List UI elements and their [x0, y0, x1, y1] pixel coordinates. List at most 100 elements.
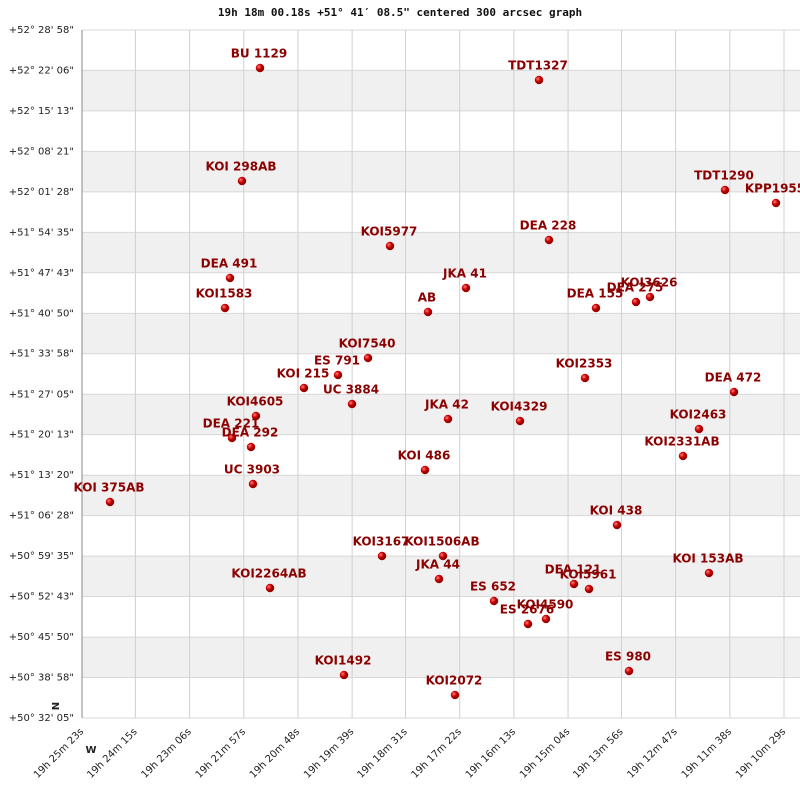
star: [347, 399, 357, 409]
star: [443, 414, 453, 424]
star: [434, 574, 444, 584]
star: [255, 63, 265, 73]
star-label: KOI4590: [517, 597, 574, 611]
star-label: KOI2072: [426, 674, 483, 688]
star: [377, 551, 387, 561]
star-label: KOI4605: [227, 394, 284, 408]
y-tick-label: +52° 01' 28": [9, 187, 74, 198]
y-tick-label: +52° 28' 58": [9, 25, 74, 36]
chart-title: 19h 18m 00.18s +51° 41′ 08.5" centered 3…: [218, 6, 582, 19]
y-tick-label: +51° 06' 28": [9, 511, 74, 522]
star-label: ES 652: [470, 579, 516, 593]
star-label: KOI5961: [560, 568, 617, 582]
star-label: TDT1290: [694, 168, 754, 182]
star: [612, 520, 622, 530]
star-label: KOI 438: [590, 503, 643, 517]
star-label: KOI3167: [353, 535, 410, 549]
star-label: KOI 215: [277, 366, 330, 380]
star-label: DEA 292: [222, 425, 279, 439]
x-tick-label: 19h 23m 06s: [140, 726, 194, 780]
star: [534, 75, 544, 85]
y-tick-label: +52° 22' 06": [9, 65, 74, 76]
star-label: JKA 41: [442, 266, 487, 280]
star-label: JKA 44: [415, 557, 460, 571]
star-label: KOI2463: [670, 407, 727, 421]
y-tick-label: +50° 45' 50": [9, 632, 74, 643]
star: [105, 497, 115, 507]
star-label: TDT1327: [508, 58, 568, 72]
star-label: KOI 375AB: [73, 481, 144, 495]
star: [704, 568, 714, 578]
star-label: KOI2264AB: [231, 566, 306, 580]
star-label: DEA 121: [545, 562, 602, 576]
star: [333, 370, 343, 380]
star-label: KOI1492: [315, 654, 372, 668]
star: [569, 579, 579, 589]
star-label: BU 1129: [231, 46, 287, 60]
star-label: AB: [418, 290, 436, 304]
grid-band: [82, 637, 800, 678]
star-label: ES 791: [314, 353, 360, 367]
grid-band: [82, 151, 800, 192]
star: [438, 551, 448, 561]
star-label: DEA 275: [607, 280, 664, 294]
star-label: UC 3903: [224, 462, 280, 476]
y-tick-label: +51° 47' 43": [9, 268, 74, 279]
star: [631, 297, 641, 307]
star: [299, 383, 309, 393]
y-tick-label: +51° 33' 58": [9, 349, 74, 360]
grid-band: [82, 232, 800, 273]
west-label: W: [85, 745, 96, 756]
grid: [81, 29, 800, 719]
star: [541, 614, 551, 624]
star: [339, 670, 349, 680]
star-label: KOI 153AB: [672, 551, 743, 565]
star: [489, 596, 499, 606]
star: [645, 292, 655, 302]
star-label: KOI2331AB: [644, 434, 719, 448]
star: [515, 416, 525, 426]
y-tick-label: +50° 52' 43": [9, 592, 74, 603]
star-label: DEA 472: [705, 370, 762, 384]
x-tick-label: 19h 20m 48s: [248, 726, 302, 780]
star: [385, 241, 395, 251]
star: [580, 373, 590, 383]
y-tick-label: +51° 20' 13": [9, 430, 74, 441]
x-tick-label: 19h 17m 22s: [410, 726, 464, 780]
star-label: KOI 298AB: [205, 159, 276, 173]
y-tick-label: +51° 40' 50": [9, 308, 74, 319]
star: [450, 690, 460, 700]
star: [624, 666, 634, 676]
star: [591, 303, 601, 313]
star: [220, 303, 230, 313]
star: [729, 387, 739, 397]
star-label: DEA 221: [203, 416, 260, 430]
y-tick-label: +50° 32' 05": [9, 713, 74, 724]
star: [584, 584, 594, 594]
x-tick-label: 19h 15m 04s: [518, 726, 572, 780]
x-tick-label: 19h 11m 38s: [680, 726, 734, 780]
star-label: KOI2353: [556, 356, 613, 370]
star: [544, 235, 554, 245]
star-label: ES 2676: [500, 602, 554, 616]
x-tick-label: 19h 18m 31s: [355, 726, 409, 780]
y-tick-label: +50° 59' 35": [9, 551, 74, 562]
star-label: KOI4329: [491, 399, 548, 413]
x-tick-label: 19h 25m 23s: [32, 726, 86, 780]
star: [251, 411, 261, 421]
y-tick-label: +51° 27' 05": [9, 389, 74, 400]
y-tick-label: +50° 38' 58": [9, 672, 74, 683]
star-label: KOI1583: [196, 286, 253, 300]
star: [265, 583, 275, 593]
star-label: KOI3626: [621, 275, 678, 289]
star: [363, 353, 373, 363]
grid-band: [82, 475, 800, 516]
star-label: DEA 228: [520, 218, 577, 232]
star: [420, 465, 430, 475]
star: [461, 283, 471, 293]
star: [720, 185, 730, 195]
x-tick-label: 19h 12m 47s: [626, 726, 680, 780]
y-tick-label: +52° 08' 21": [9, 146, 74, 157]
star: [523, 619, 533, 629]
